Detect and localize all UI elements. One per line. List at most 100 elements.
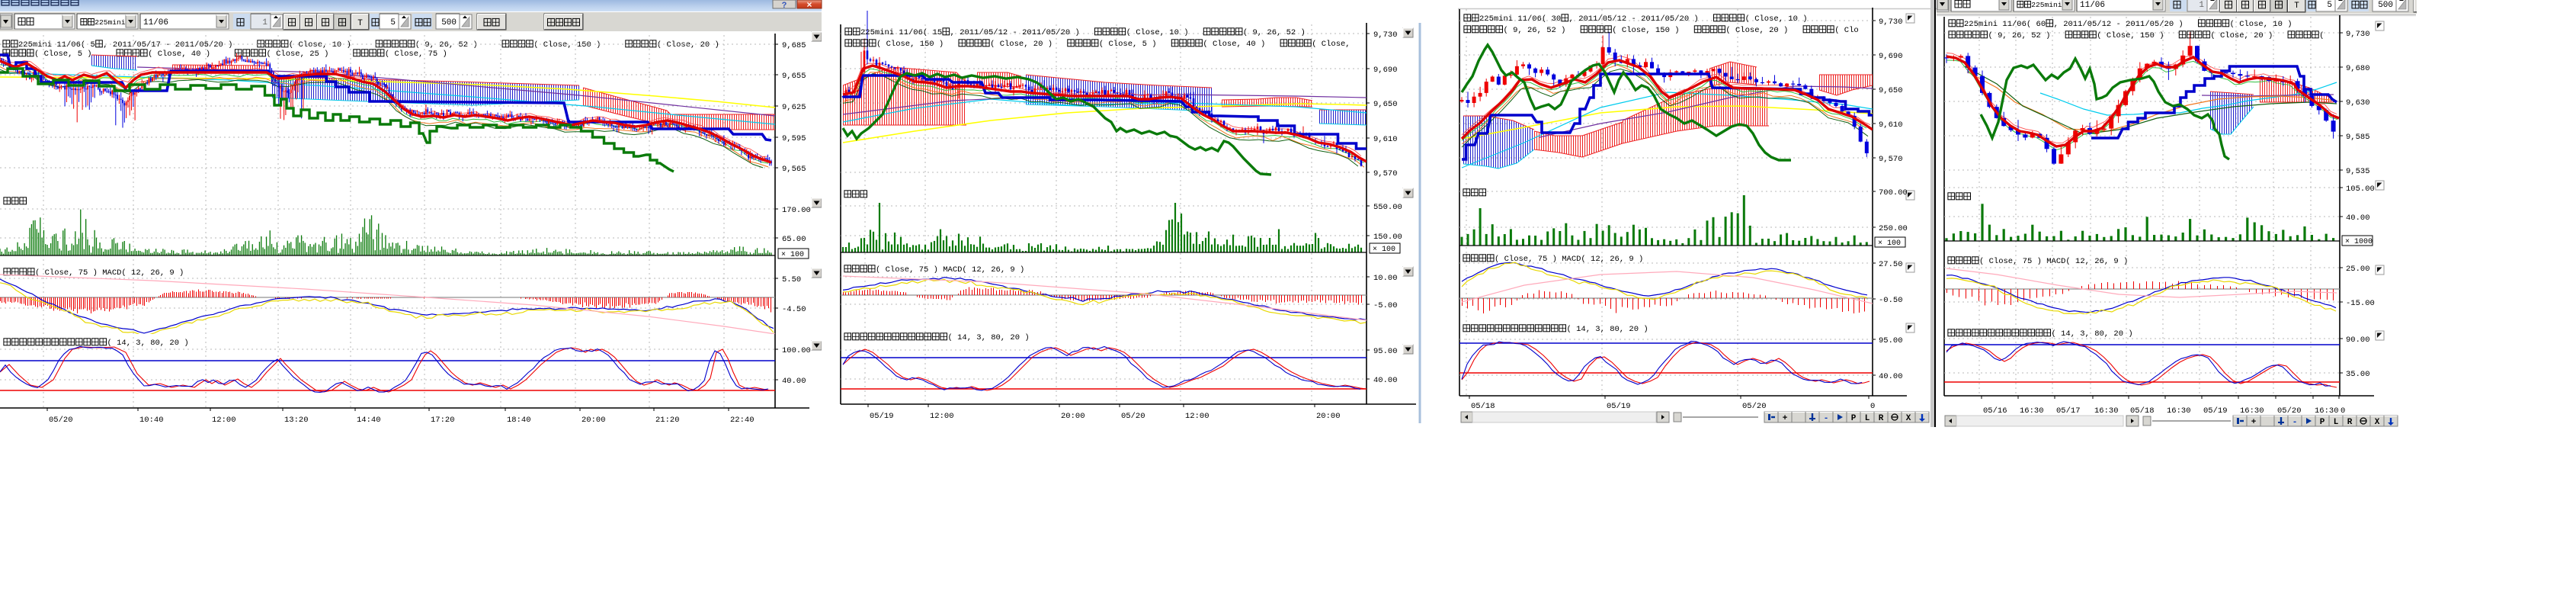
svg-text:225mini 11/06( 5: 225mini 11/06( 5 bbox=[18, 40, 95, 50]
svg-text:( Close, 150 ): ( Close, 150 ) bbox=[2097, 31, 2164, 40]
svg-text:40.00: 40.00 bbox=[1879, 372, 1903, 381]
svg-text:11/06: 11/06 bbox=[143, 18, 168, 27]
svg-text:9,690: 9,690 bbox=[1373, 66, 1398, 75]
svg-text:05/20: 05/20 bbox=[2277, 406, 2302, 416]
svg-text:R: R bbox=[1879, 414, 1884, 423]
svg-text:95.00: 95.00 bbox=[1879, 336, 1903, 345]
svg-text:, 2011/05/12 - 2011/05/20 ): , 2011/05/12 - 2011/05/20 ) bbox=[1569, 14, 1699, 24]
svg-text:( Close, 150 ): ( Close, 150 ) bbox=[876, 40, 944, 49]
svg-text:22:40: 22:40 bbox=[730, 416, 755, 425]
svg-text:( Clo: ( Clo bbox=[1834, 26, 1859, 35]
svg-text:T: T bbox=[357, 19, 363, 28]
svg-text:150.00: 150.00 bbox=[1373, 233, 1402, 242]
svg-text:+: + bbox=[1783, 414, 1788, 423]
svg-text:9,730: 9,730 bbox=[1373, 31, 1398, 40]
svg-text:+: + bbox=[2251, 418, 2257, 427]
svg-text:12:00: 12:00 bbox=[212, 416, 236, 425]
svg-text:05/20: 05/20 bbox=[1121, 412, 1145, 421]
svg-text:× 100: × 100 bbox=[781, 251, 804, 259]
svg-text:× 100: × 100 bbox=[1373, 246, 1395, 254]
svg-text:95.00: 95.00 bbox=[1373, 347, 1398, 356]
svg-text:11/06: 11/06 bbox=[2080, 1, 2105, 10]
svg-text:9,630: 9,630 bbox=[2346, 98, 2370, 108]
svg-text:× 100: × 100 bbox=[1878, 239, 1901, 248]
svg-text:0: 0 bbox=[1870, 402, 1875, 411]
svg-text:16:30: 16:30 bbox=[2020, 406, 2044, 416]
svg-text:14:40: 14:40 bbox=[357, 416, 381, 425]
svg-text:225mini 11/06( 30: 225mini 11/06( 30 bbox=[1479, 14, 1561, 24]
svg-text:( Close, 25 ): ( Close, 25 ) bbox=[267, 50, 329, 59]
svg-text:0: 0 bbox=[2341, 406, 2345, 416]
svg-text:05/19: 05/19 bbox=[1607, 402, 1631, 411]
svg-text:05/18: 05/18 bbox=[1471, 402, 1495, 411]
svg-text:T: T bbox=[2294, 2, 2299, 11]
svg-text:35.00: 35.00 bbox=[2346, 370, 2370, 379]
svg-text:( Close, 40 ): ( Close, 40 ) bbox=[1203, 40, 1265, 49]
svg-text:9,730: 9,730 bbox=[1879, 18, 1903, 27]
svg-text:16:30: 16:30 bbox=[2167, 406, 2191, 416]
svg-text:( Close, 75 ) MACD( 12, 26,: ( Close, 75 ) MACD( 12, 26, 9 ) bbox=[1495, 255, 1643, 264]
svg-text:R: R bbox=[2347, 418, 2353, 427]
svg-text:225mini: 225mini bbox=[95, 18, 126, 27]
svg-text:9,690: 9,690 bbox=[1879, 52, 1903, 61]
svg-text:( Close, 5 ): ( Close, 5 ) bbox=[1099, 40, 1157, 49]
svg-text:05/16: 05/16 bbox=[1983, 406, 2007, 416]
svg-text:( 9, 26, 52 ): ( 9, 26, 52 ) bbox=[415, 40, 478, 50]
svg-text:( Close, 20 ): ( Close, 20 ) bbox=[657, 40, 719, 50]
svg-text:( 14, 3, 80, 20 ): ( 14, 3, 80, 20 ) bbox=[948, 333, 1030, 342]
svg-text:×: × bbox=[806, 0, 812, 11]
svg-text:, 2011/05/12 - 2011/05/20 ): , 2011/05/12 - 2011/05/20 ) bbox=[950, 28, 1080, 37]
svg-text:10.00: 10.00 bbox=[1373, 274, 1398, 283]
svg-text:05/18: 05/18 bbox=[2130, 406, 2155, 416]
svg-text:( 14, 3, 80, 20 ): ( 14, 3, 80, 20 ) bbox=[1567, 325, 1648, 334]
svg-text:?: ? bbox=[782, 2, 787, 11]
svg-text:90.00: 90.00 bbox=[2346, 336, 2370, 345]
svg-text:9,565: 9,565 bbox=[782, 165, 806, 174]
svg-text:9,650: 9,650 bbox=[1373, 100, 1398, 109]
svg-text:225mini 11/06( 15: 225mini 11/06( 15 bbox=[860, 28, 942, 37]
svg-text:( Close, 20 ): ( Close, 20 ) bbox=[1725, 26, 1788, 35]
svg-text:, 2011/05/12 - 2011/05/20 ): , 2011/05/12 - 2011/05/20 ) bbox=[2054, 20, 2184, 29]
svg-text:-0.50: -0.50 bbox=[1879, 296, 1903, 305]
svg-text:20:00: 20:00 bbox=[582, 416, 606, 425]
svg-text:05/19: 05/19 bbox=[2203, 406, 2228, 416]
svg-text:9,570: 9,570 bbox=[1373, 169, 1398, 178]
svg-text:( Close, 150 ): ( Close, 150 ) bbox=[1612, 26, 1679, 35]
svg-text:20:00: 20:00 bbox=[1061, 412, 1085, 421]
svg-text:( Close, 20 ): ( Close, 20 ) bbox=[2210, 31, 2273, 40]
svg-text:9,570: 9,570 bbox=[1879, 155, 1903, 164]
svg-text:9,730: 9,730 bbox=[2346, 30, 2370, 39]
svg-text:105.00: 105.00 bbox=[2346, 185, 2375, 194]
svg-text:40.00: 40.00 bbox=[782, 377, 806, 386]
svg-text:( 9, 26, 52 ): ( 9, 26, 52 ) bbox=[1504, 26, 1566, 35]
svg-text:( 14, 3, 80, 20 ): ( 14, 3, 80, 20 ) bbox=[107, 339, 189, 348]
svg-text:X: X bbox=[2375, 418, 2380, 427]
svg-text:( Close, 10 ): ( Close, 10 ) bbox=[1126, 28, 1189, 37]
svg-text:( Close, 10 ): ( Close, 10 ) bbox=[1745, 14, 1808, 24]
svg-text:27.50: 27.50 bbox=[1879, 260, 1903, 269]
svg-text:16:30: 16:30 bbox=[2094, 406, 2119, 416]
svg-text:P: P bbox=[1851, 414, 1857, 423]
svg-text:21:20: 21:20 bbox=[655, 416, 680, 425]
svg-text:9,595: 9,595 bbox=[782, 134, 806, 143]
svg-text:05/20: 05/20 bbox=[1742, 402, 1767, 411]
svg-text:( Close, 20 ): ( Close, 20 ) bbox=[990, 40, 1053, 49]
svg-text:1: 1 bbox=[2199, 1, 2204, 10]
svg-text:20:00: 20:00 bbox=[1316, 412, 1341, 421]
svg-text:225mini 11/06( 60: 225mini 11/06( 60 bbox=[1964, 20, 2046, 29]
svg-text:5: 5 bbox=[2327, 1, 2332, 10]
svg-text:10:40: 10:40 bbox=[139, 416, 164, 425]
svg-text:16:30: 16:30 bbox=[2240, 406, 2264, 416]
svg-text:( Close,: ( Close, bbox=[1312, 40, 1350, 49]
svg-text:X: X bbox=[1906, 414, 1911, 423]
svg-text:( Close, 75 ) MACD( 12, 26,: ( Close, 75 ) MACD( 12, 26, 9 ) bbox=[1979, 257, 2128, 266]
svg-text:( 9, 26, 52 ): ( 9, 26, 52 ) bbox=[1988, 31, 2051, 40]
svg-text:12:00: 12:00 bbox=[930, 412, 954, 421]
svg-text:18:40: 18:40 bbox=[507, 416, 531, 425]
svg-text:9,685: 9,685 bbox=[782, 41, 806, 50]
svg-text:05/17: 05/17 bbox=[2056, 406, 2081, 416]
svg-text:13:20: 13:20 bbox=[284, 416, 309, 425]
svg-text:16:30: 16:30 bbox=[2315, 406, 2339, 416]
svg-text:9,610: 9,610 bbox=[1373, 135, 1398, 144]
svg-text:25.00: 25.00 bbox=[2346, 265, 2370, 274]
